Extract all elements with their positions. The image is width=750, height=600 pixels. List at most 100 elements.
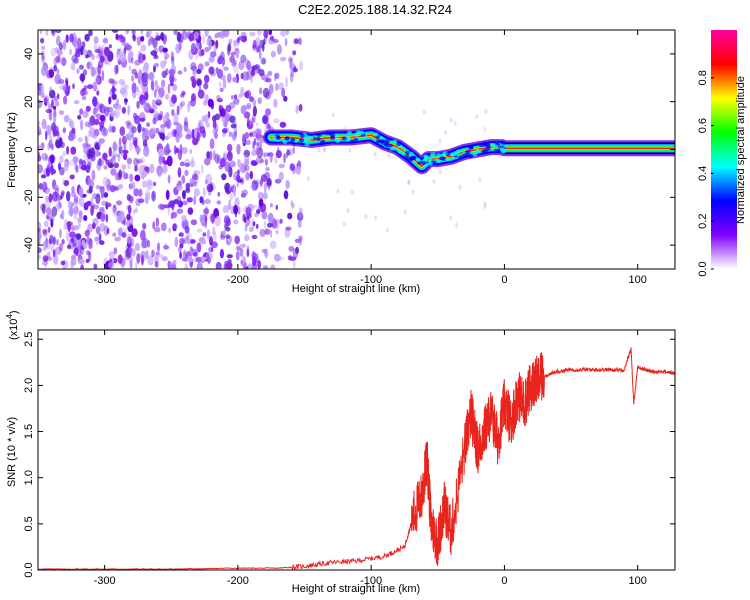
ridge-blob: [493, 144, 499, 149]
noise-blob: [177, 246, 182, 253]
noise-blob: [260, 158, 265, 164]
noise-blob: [48, 193, 53, 203]
noise-blob: [229, 115, 236, 124]
noise-blob: [225, 261, 233, 269]
noise-blob: [162, 34, 167, 45]
noise-blob: [244, 158, 250, 167]
ridge-blob: [349, 139, 355, 144]
noise-blob: [350, 189, 354, 195]
noise-blob: [189, 246, 193, 252]
noise-blob: [189, 182, 194, 188]
noise-blob: [104, 106, 110, 117]
noise-blob: [444, 130, 448, 136]
noise-blob: [49, 135, 53, 146]
noise-blob: [132, 35, 137, 42]
noise-blob: [99, 222, 106, 232]
noise-blob: [102, 176, 108, 187]
snr-frame: [37, 329, 676, 571]
noise-blob: [283, 190, 289, 200]
noise-blob: [260, 57, 267, 65]
noise-blob: [331, 112, 335, 118]
noise-blob: [256, 209, 261, 215]
noise-blob: [267, 123, 271, 130]
noise-blob: [231, 95, 234, 100]
noise-blob: [160, 60, 166, 69]
noise-blob: [292, 260, 296, 269]
noise-blob: [270, 35, 275, 41]
noise-blob: [249, 31, 256, 37]
noise-blob: [164, 52, 170, 60]
noise-blob: [133, 188, 140, 197]
noise-blob: [216, 200, 222, 205]
noise-blob: [236, 98, 239, 106]
noise-blob: [458, 184, 462, 190]
noise-blob: [108, 78, 115, 84]
noise-blob: [237, 169, 240, 176]
noise-blob: [71, 185, 75, 193]
noise-blob: [126, 233, 133, 244]
noise-blob: [233, 64, 239, 73]
noise-blob: [272, 38, 279, 44]
noise-blob: [244, 234, 250, 242]
noise-blob: [89, 240, 93, 250]
noise-blob: [285, 76, 288, 88]
ridge-blob: [441, 152, 447, 157]
noise-blob: [251, 180, 259, 191]
noise-blob: [203, 82, 209, 90]
noise-blob: [53, 112, 57, 121]
noise-blob: [88, 119, 92, 129]
noise-blob: [136, 86, 140, 93]
noise-blob: [52, 127, 57, 138]
noise-blob: [80, 89, 86, 97]
noise-blob: [93, 134, 98, 140]
noise-blob: [141, 170, 148, 178]
noise-blob: [184, 225, 190, 234]
noise-blob: [255, 156, 263, 164]
spectrogram-x-label: Height of straight line (km): [292, 283, 420, 295]
ridge-blob: [373, 132, 379, 137]
noise-blob: [227, 42, 232, 53]
noise-blob: [95, 225, 101, 235]
noise-blob: [261, 210, 267, 220]
noise-blob: [236, 182, 239, 188]
noise-blob: [223, 229, 226, 240]
noise-blob: [63, 224, 68, 230]
noise-blob: [193, 31, 199, 40]
spectrogram-ridge: [263, 127, 675, 175]
noise-blob: [191, 93, 196, 103]
ridge-blob: [334, 134, 340, 139]
noise-blob: [129, 173, 134, 183]
noise-blob: [44, 97, 48, 107]
noise-blob: [233, 204, 239, 215]
noise-blob: [249, 132, 253, 137]
noise-blob: [243, 149, 251, 158]
noise-blob: [199, 41, 202, 51]
noise-blob: [62, 176, 65, 185]
noise-blob: [96, 113, 102, 120]
noise-blob: [251, 117, 255, 123]
noise-blob: [250, 75, 253, 83]
noise-blob: [205, 251, 213, 261]
noise-blob: [228, 38, 233, 45]
noise-blob: [56, 49, 63, 56]
noise-blob: [40, 84, 44, 95]
noise-blob: [185, 134, 192, 140]
noise-blob: [221, 128, 228, 134]
noise-blob: [168, 68, 176, 76]
noise-blob: [178, 232, 184, 237]
noise-blob: [94, 236, 100, 242]
noise-blob: [212, 226, 216, 236]
noise-blob: [134, 174, 141, 182]
noise-blob: [68, 201, 73, 206]
noise-blob: [276, 44, 282, 55]
noise-blob: [217, 191, 221, 197]
noise-blob: [275, 230, 279, 235]
noise-blob: [42, 255, 49, 262]
noise-blob: [42, 230, 48, 237]
ridge-blob: [481, 149, 487, 154]
snr-y-label: SNR (10 * v/v): [6, 417, 18, 487]
noise-blob: [152, 221, 156, 230]
noise-blob: [180, 101, 185, 107]
noise-blob: [78, 187, 84, 198]
noise-blob: [137, 123, 142, 133]
